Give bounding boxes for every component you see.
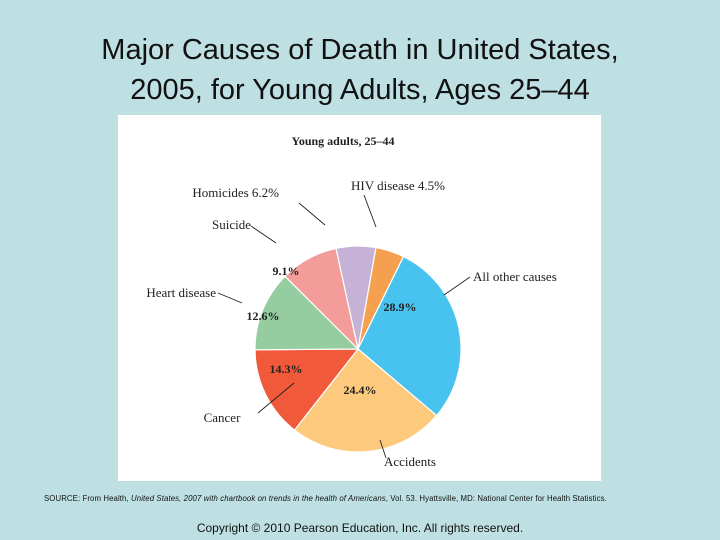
slice-percent-cancer: 14.3% [270,362,303,376]
slice-percent-all-other-causes: 28.9% [384,300,417,314]
leader-line-hiv-disease [363,194,377,228]
copyright-notice: Copyright © 2010 Pearson Education, Inc.… [196,521,524,535]
slice-label-heart-disease: Heart disease [146,285,216,300]
source-title: United States, 2007 with chartbook on tr… [131,494,386,503]
slice-label-suicide: Suicide [212,217,251,232]
leader-line-suicide [250,225,277,244]
source-suffix: , Vol. 53. Hyattsville, MD: National Cen… [385,494,607,503]
slice-label-hiv-disease: HIV disease 4.5% [351,178,445,193]
pie-slice-all-other-causes [357,255,462,417]
pie-chart: Young adults, 25–44 HIV disease 4.5% All … [146,134,557,469]
slice-percent-heart-disease: 12.6% [247,309,280,323]
slide-title-line-1: Major Causes of Death in United States, [101,34,619,66]
pie-slice-heart-disease [254,275,360,351]
slide-title-line-2: 2005, for Young Adults, Ages 25–44 [130,74,590,106]
slice-percent-accidents: 24.4% [344,383,377,397]
leader-line-accidents [379,439,387,459]
slice-label-homicides: Homicides 6.2% [192,185,279,200]
slice-label-cancer: Cancer [204,410,241,425]
leader-line-all-other-causes [443,276,471,296]
slide-title: Major Causes of Death in United States, … [0,30,720,110]
slice-percent-suicide: 9.1% [273,264,300,278]
slice-label-accidents: Accidents [384,454,436,469]
chart-panel: Young adults, 25–44 HIV disease 4.5% All … [118,115,601,481]
source-prefix: SOURCE: From Health, [44,494,132,503]
leader-line-cancer [257,382,295,414]
pie-slice-homicides [335,245,377,350]
chart-title: Young adults, 25–44 [291,134,394,148]
slice-label-all-other-causes: All other causes [473,269,557,284]
leader-line-heart-disease [217,292,243,304]
source-note: SOURCE: From Health, United States, 2007… [44,494,694,503]
pie-slice-accidents [293,348,438,453]
pie-slice-cancer [254,348,360,431]
leader-line-homicides [298,202,326,226]
